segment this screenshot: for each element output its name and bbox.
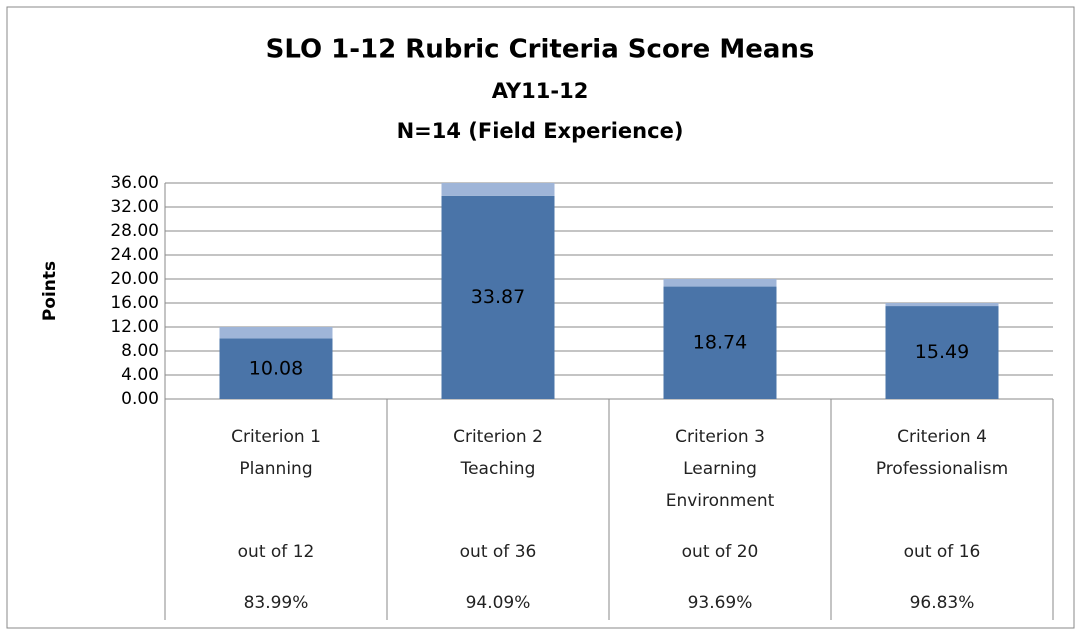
chart-title: SLO 1-12 Rubric Criteria Score Means	[266, 35, 815, 65]
x-tick-label: Criterion 1	[231, 427, 321, 447]
y-tick-label: 0.00	[121, 389, 159, 409]
x-tick-label: Criterion 2	[453, 427, 543, 447]
bar-segment	[663, 279, 777, 287]
bar-segment	[219, 327, 333, 339]
category-note: out of 16	[904, 542, 981, 562]
bar-segment	[219, 338, 333, 399]
y-tick-label: 24.00	[110, 245, 159, 265]
category-note: out of 20	[682, 542, 759, 562]
bar-segment	[885, 303, 999, 307]
category-percent: 83.99%	[244, 593, 309, 613]
y-tick-label: 12.00	[110, 317, 159, 337]
data-label: 33.87	[471, 286, 525, 308]
data-label: 15.49	[915, 341, 969, 363]
y-tick-label: 4.00	[121, 365, 159, 385]
data-label: 10.08	[249, 357, 303, 379]
bar-segment	[441, 183, 555, 196]
y-tick-label: 8.00	[121, 341, 159, 361]
bar-segment	[663, 286, 777, 399]
x-tick-label: Criterion 4	[897, 427, 987, 447]
category-note: out of 36	[460, 542, 537, 562]
y-axis-title: Points	[40, 261, 60, 321]
x-tick-label: Professionalism	[876, 459, 1008, 479]
chart-subtitle: N=14 (Field Experience)	[397, 119, 684, 143]
category-note: out of 12	[238, 542, 315, 562]
bar-segment	[885, 306, 999, 399]
x-tick-label: Criterion 3	[675, 427, 765, 447]
x-tick-label: Learning	[683, 459, 757, 479]
y-tick-label: 20.00	[110, 269, 159, 289]
x-tick-label: Environment	[666, 491, 775, 511]
y-tick-label: 36.00	[110, 173, 159, 193]
category-percent: 94.09%	[466, 593, 531, 613]
y-tick-label: 28.00	[110, 221, 159, 241]
x-tick-label: Planning	[239, 459, 312, 479]
bar-segment	[441, 195, 555, 399]
chart-subtitle: AY11-12	[492, 79, 589, 103]
category-percent: 93.69%	[688, 593, 753, 613]
data-label: 18.74	[693, 331, 747, 353]
y-tick-label: 16.00	[110, 293, 159, 313]
x-tick-label: Teaching	[460, 459, 536, 479]
y-tick-label: 32.00	[110, 197, 159, 217]
category-percent: 96.83%	[910, 593, 975, 613]
